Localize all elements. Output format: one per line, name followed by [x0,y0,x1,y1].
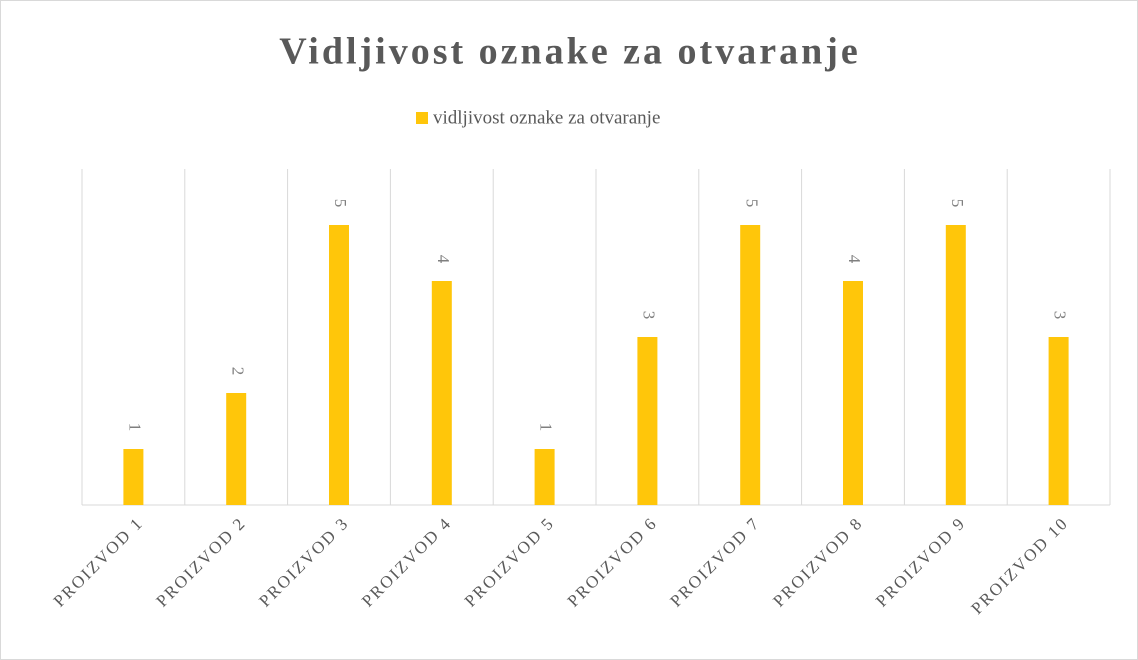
data-label: 4 [434,255,453,264]
legend-label: vidljivost oznake za otvaranje [433,107,660,128]
data-label: 5 [742,199,761,208]
bar [637,337,658,505]
data-label: 3 [639,311,658,320]
data-label: 5 [331,199,350,208]
bar [431,281,452,505]
bar [123,449,144,505]
bar [1048,337,1069,505]
bar [226,393,247,505]
chart-title: Vidljivost oznake za otvaranje [279,31,860,73]
bar [740,225,761,505]
legend-swatch [416,112,428,124]
bar [945,225,966,505]
bar [843,281,863,505]
bar [534,449,555,505]
bar [329,225,349,505]
data-label: 1 [537,423,556,432]
data-label: 4 [845,255,864,264]
data-label: 5 [948,199,967,208]
data-label: 3 [1051,311,1070,320]
data-label: 1 [125,423,144,432]
data-label: 2 [228,367,247,376]
